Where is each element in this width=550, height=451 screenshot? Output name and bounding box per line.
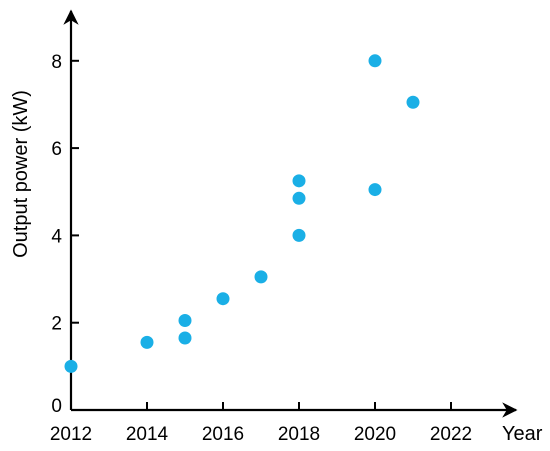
y-tick-label: 0 (51, 396, 62, 417)
x-tick-label: 2020 (354, 424, 396, 445)
data-point (64, 359, 78, 373)
y-axis-title: Output power (kW) (10, 90, 32, 258)
y-tick-label: 2 (51, 314, 62, 335)
data-point (178, 314, 192, 328)
data-point (292, 191, 306, 205)
data-points (64, 54, 420, 373)
axes (63, 9, 518, 418)
data-point (216, 292, 230, 306)
data-point (368, 54, 382, 68)
x-axis-title: Year (502, 423, 543, 445)
data-point (292, 174, 306, 188)
data-point (406, 95, 420, 109)
data-point (292, 228, 306, 242)
data-point (254, 270, 268, 284)
data-point (368, 183, 382, 197)
x-tick-label: 2016 (202, 424, 244, 445)
y-ticks: 0 2 4 6 8 (51, 52, 79, 417)
x-ticks: 2012 2014 2016 2018 2020 2022 (50, 402, 472, 445)
y-tick-label: 6 (51, 139, 62, 160)
data-point (140, 335, 154, 349)
y-tick-label: 8 (51, 52, 62, 73)
x-tick-label: 2012 (50, 424, 92, 445)
data-point (178, 331, 192, 345)
x-tick-label: 2014 (126, 424, 169, 445)
x-tick-label: 2018 (278, 424, 320, 445)
x-tick-label: 2022 (430, 424, 472, 445)
y-tick-label: 4 (51, 226, 62, 247)
